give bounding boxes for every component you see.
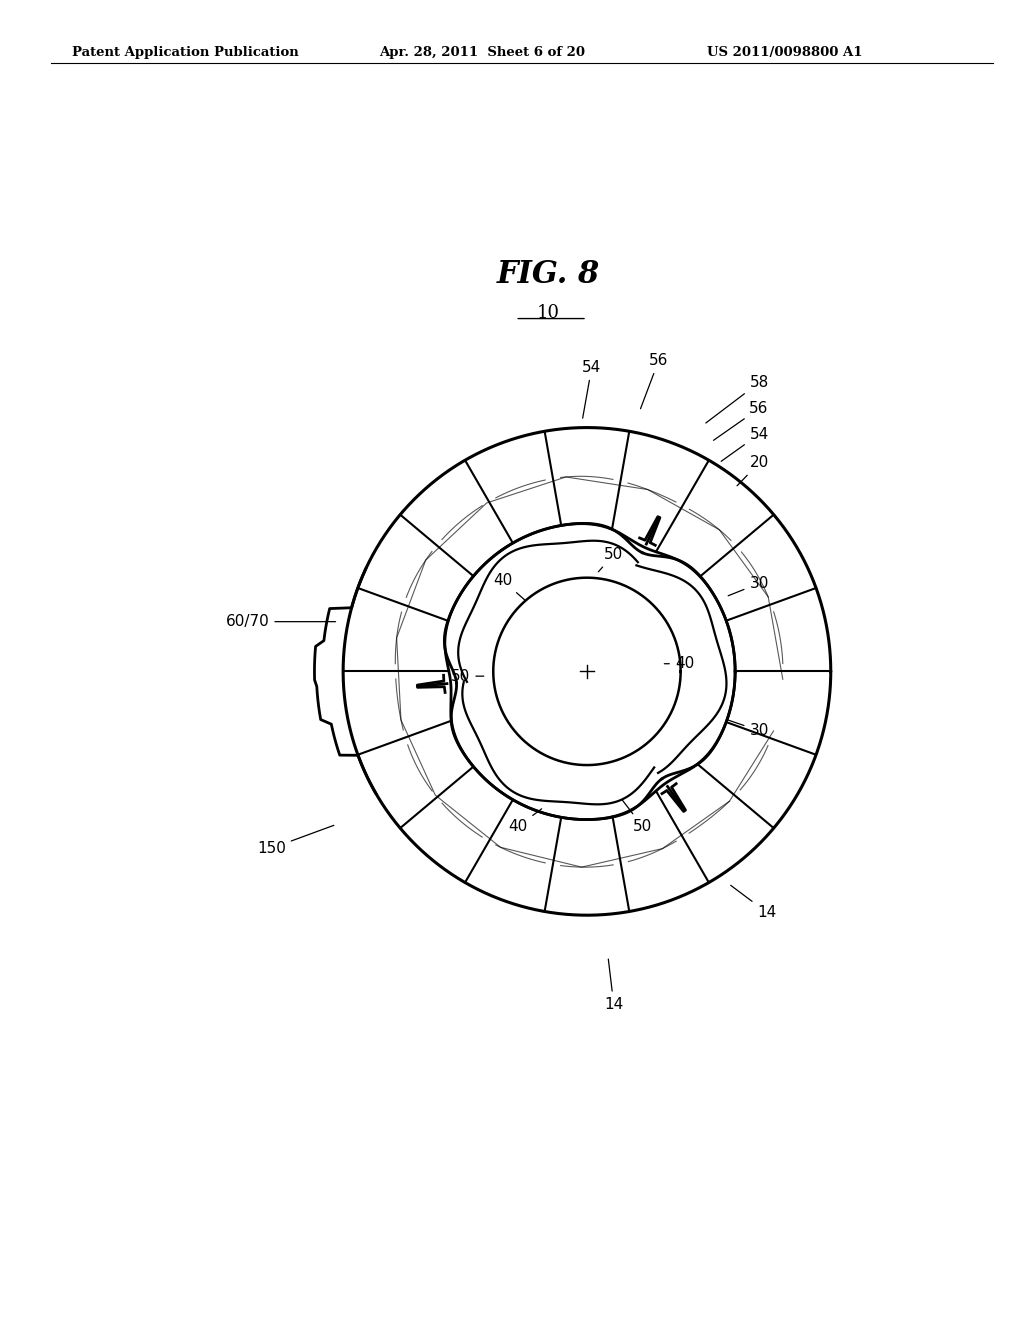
Text: 14: 14	[731, 886, 776, 920]
Text: 20: 20	[737, 455, 769, 486]
Text: US 2011/0098800 A1: US 2011/0098800 A1	[707, 46, 862, 59]
Text: 14: 14	[604, 960, 624, 1011]
Text: 10: 10	[538, 304, 560, 322]
Text: 54: 54	[582, 360, 601, 418]
Text: 50: 50	[598, 548, 624, 572]
Text: 56: 56	[641, 354, 669, 409]
Text: 50: 50	[452, 669, 483, 684]
Text: 30: 30	[728, 576, 769, 595]
Text: Apr. 28, 2011  Sheet 6 of 20: Apr. 28, 2011 Sheet 6 of 20	[379, 46, 585, 59]
Text: 150: 150	[257, 825, 334, 855]
Text: 56: 56	[714, 401, 769, 441]
Text: 30: 30	[728, 721, 769, 738]
Text: 40: 40	[494, 573, 525, 601]
Text: Patent Application Publication: Patent Application Publication	[72, 46, 298, 59]
Text: 58: 58	[706, 375, 769, 422]
Text: 54: 54	[721, 426, 769, 461]
Text: 60/70: 60/70	[225, 614, 336, 630]
Text: 40: 40	[509, 809, 542, 834]
Text: 40: 40	[665, 656, 694, 672]
Text: FIG. 8: FIG. 8	[497, 259, 600, 290]
Text: 50: 50	[623, 800, 652, 834]
